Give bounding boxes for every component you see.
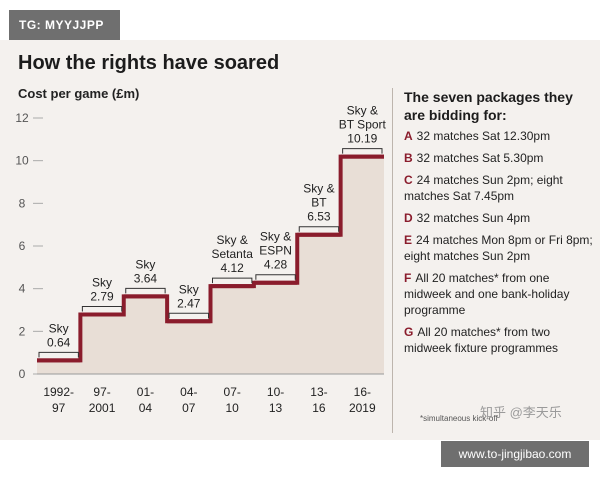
period-bracket <box>212 277 253 284</box>
x-tick-label: 2019 <box>349 401 376 415</box>
package-letter: E <box>404 233 413 247</box>
divider <box>392 88 393 433</box>
url-badge: www.to-jingjibao.com <box>441 441 589 467</box>
x-tick-label: 07- <box>224 385 241 399</box>
x-tick-label: 16 <box>312 401 326 415</box>
broadcaster-label: BT Sport <box>339 118 387 132</box>
package-text: 24 matches Sun 2pm; eight matches Sat 7.… <box>404 173 563 203</box>
value-label: 4.28 <box>264 258 288 272</box>
value-label: 0.64 <box>47 335 71 349</box>
package-item: E 24 matches Mon 8pm or Fri 8pm; eight ma… <box>404 232 594 264</box>
value-label: 2.79 <box>90 289 114 303</box>
watermark: 知乎 @李天乐 <box>480 405 562 420</box>
x-tick-label: 2001 <box>89 401 116 415</box>
period-bracket <box>342 148 383 154</box>
legend-title: The seven packages they are bidding for: <box>404 89 573 123</box>
broadcaster-label: BT <box>311 196 327 210</box>
broadcaster-label: Setanta <box>212 247 254 261</box>
broadcaster-label: Sky & <box>347 104 378 118</box>
package-item: F All 20 matches* from one midweek and on… <box>404 270 594 318</box>
x-tick-label: 01- <box>137 385 154 399</box>
period-bracket <box>81 305 123 312</box>
value-label: 2.47 <box>177 296 201 310</box>
broadcaster-label: Sky & <box>260 230 291 244</box>
broadcaster-label: Sky & <box>303 182 334 196</box>
broadcaster-label: Sky <box>92 275 112 289</box>
x-tick-label: 13 <box>269 401 283 415</box>
value-label: 4.12 <box>221 261 245 275</box>
period-bracket <box>255 274 296 280</box>
x-tick-label: 04- <box>180 385 197 399</box>
x-tick-label: 10 <box>226 401 240 415</box>
area-fill <box>37 156 384 374</box>
package-text: 24 matches Mon 8pm or Fri 8pm; eight mat… <box>404 233 593 263</box>
x-tick-label: 10- <box>267 385 284 399</box>
package-item: D 32 matches Sun 4pm <box>404 210 594 226</box>
y-tick-label: 4 <box>19 282 26 296</box>
package-item: G All 20 matches* from two midweek fixtur… <box>404 324 594 356</box>
package-item: A 32 matches Sat 12.30pm <box>404 128 594 144</box>
broadcaster-label: Sky <box>49 321 69 335</box>
value-label: 6.53 <box>307 210 331 224</box>
package-item: B 32 matches Sat 5.30pm <box>404 150 594 166</box>
package-text: 32 matches Sun 4pm <box>416 211 531 225</box>
package-text: 32 matches Sat 12.30pm <box>416 129 551 143</box>
period-bracket <box>38 351 79 358</box>
package-letter: D <box>404 211 413 225</box>
package-letter: B <box>404 151 413 165</box>
package-text: 32 matches Sat 5.30pm <box>416 151 544 165</box>
broadcaster-label: ESPN <box>259 244 292 258</box>
value-label: 3.64 <box>134 271 158 285</box>
package-letter: A <box>404 129 413 143</box>
period-bracket <box>125 287 166 294</box>
x-tick-label: 97- <box>93 385 110 399</box>
y-tick-label: 2 <box>19 324 26 338</box>
y-axis-title: Cost per game (£m) <box>18 86 140 101</box>
package-item: C 24 matches Sun 2pm; eight matches Sat 7… <box>404 172 594 204</box>
package-letter: F <box>404 271 412 285</box>
broadcaster-label: Sky & <box>217 233 248 247</box>
value-label: 10.19 <box>347 132 377 146</box>
footnote: *simultaneous kick-off <box>420 414 498 423</box>
package-text: All 20 matches* from one midweek and one… <box>404 271 570 317</box>
period-bracket <box>168 312 209 319</box>
x-tick-label: 13- <box>310 385 327 399</box>
period-bracket <box>298 226 340 232</box>
chart-heading: How the rights have soared <box>18 52 280 74</box>
y-tick-label: 0 <box>19 367 26 381</box>
y-tick-label: 8 <box>19 196 26 210</box>
x-tick-label: 97 <box>52 401 66 415</box>
x-tick-label: 07 <box>182 401 196 415</box>
broadcaster-label: Sky <box>135 257 155 271</box>
package-letter: C <box>404 173 413 187</box>
broadcaster-label: Sky <box>179 282 199 296</box>
x-tick-label: 04 <box>139 401 153 415</box>
y-tick-label: 6 <box>19 239 26 253</box>
package-list: A 32 matches Sat 12.30pm B 32 matches Sat 5… <box>404 128 594 362</box>
package-letter: G <box>404 325 414 339</box>
channel-tag: TG: MYYJJPP <box>9 10 120 40</box>
y-tick-label: 12 <box>15 111 29 125</box>
x-tick-label: 16- <box>354 385 371 399</box>
y-tick-label: 10 <box>15 154 29 168</box>
package-text: All 20 matches* from two midweek fixture… <box>404 325 559 355</box>
x-tick-label: 1992- <box>43 385 74 399</box>
